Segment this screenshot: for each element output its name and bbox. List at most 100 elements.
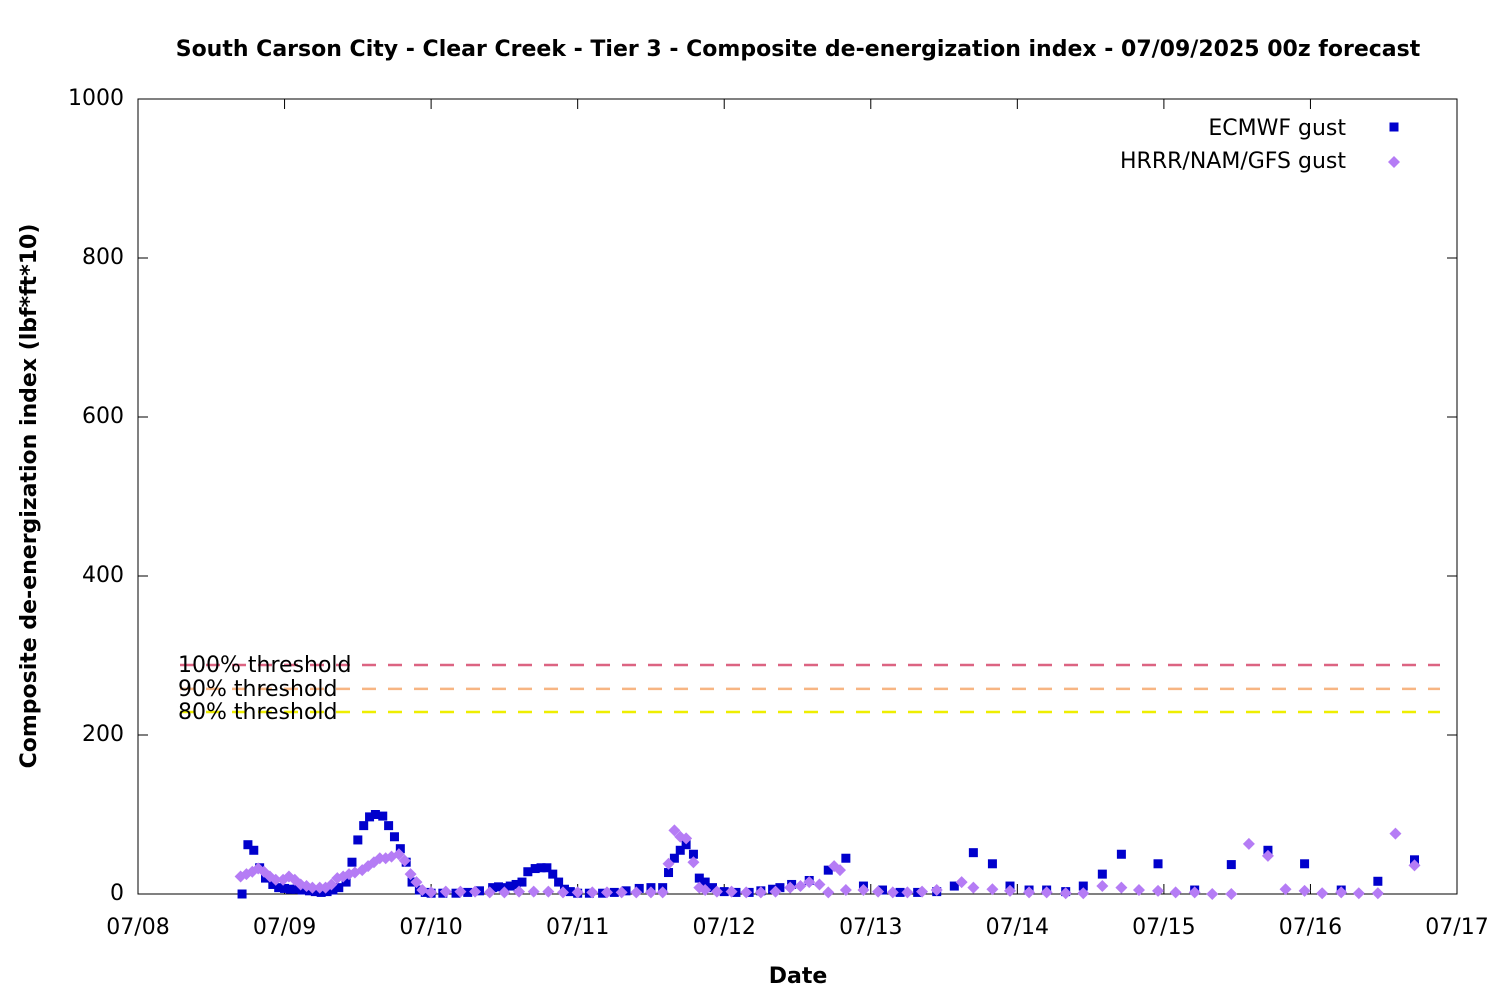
x-tick-label: 07/16 [1279, 915, 1342, 940]
data-point [586, 886, 599, 899]
data-point [297, 885, 307, 895]
y-tick-label: 200 [82, 722, 124, 747]
data-point [416, 884, 429, 897]
data-point [1242, 837, 1255, 850]
data-point [565, 887, 575, 897]
data-point [775, 883, 785, 893]
data-point [967, 881, 980, 894]
data-point [754, 886, 767, 899]
data-point [664, 868, 674, 878]
data-point [630, 886, 643, 899]
data-point [740, 886, 753, 899]
data-point [1023, 886, 1036, 899]
data-point [1300, 859, 1310, 869]
data-point [498, 886, 511, 899]
data-point [803, 876, 816, 889]
data-point [1298, 884, 1311, 897]
data-point [243, 840, 253, 850]
data-point [1097, 869, 1107, 879]
data-point [398, 854, 411, 867]
data-point [536, 863, 546, 873]
data-point [886, 886, 899, 899]
threshold-label: 80% threshold [178, 700, 338, 725]
data-point [370, 810, 380, 819]
data-point [571, 886, 584, 899]
data-point [268, 879, 278, 889]
data-point [710, 885, 723, 898]
data-point [1078, 881, 1088, 891]
data-point [662, 857, 675, 870]
data-point [548, 869, 558, 879]
data-point [1004, 884, 1017, 897]
data-point [378, 811, 388, 821]
data-point [784, 881, 797, 894]
y-tick-label: 0 [110, 881, 124, 906]
data-point [700, 877, 710, 887]
data-point [1077, 887, 1090, 900]
data-point [857, 884, 870, 897]
data-point [359, 821, 369, 831]
data-point [609, 887, 619, 897]
data-point [1152, 884, 1165, 897]
data-point [834, 864, 847, 877]
data-point [1335, 886, 1348, 899]
data-point [325, 878, 338, 891]
data-point [1096, 880, 1109, 893]
legend-marker [1388, 156, 1400, 168]
data-point [986, 883, 999, 896]
data-point [1132, 884, 1145, 897]
data-point [675, 845, 685, 855]
data-point [557, 886, 570, 899]
x-tick-label: 07/15 [1132, 915, 1195, 940]
data-point [1352, 887, 1365, 900]
data-point [365, 812, 375, 822]
data-point [680, 832, 693, 845]
data-point [530, 864, 540, 874]
data-point [1059, 887, 1072, 900]
x-tick-label: 07/10 [399, 915, 462, 940]
x-tick-label: 07/14 [986, 915, 1049, 940]
data-point [615, 886, 628, 899]
data-point [316, 887, 326, 897]
data-point [841, 853, 851, 863]
data-point [1116, 849, 1126, 859]
data-point [707, 883, 717, 893]
y-tick-label: 1000 [68, 86, 124, 111]
data-point [304, 886, 314, 896]
data-point [542, 863, 552, 873]
data-point [517, 877, 527, 887]
data-point [463, 887, 473, 897]
data-point [688, 849, 698, 859]
data-point [395, 844, 405, 854]
legend-label: HRRR/NAM/GFS gust [1120, 149, 1346, 174]
data-point [668, 824, 681, 837]
data-point [719, 887, 729, 897]
data-point [554, 877, 564, 887]
data-point [353, 835, 363, 845]
data-point [1408, 859, 1421, 872]
data-point [823, 865, 833, 875]
data-point [542, 885, 555, 898]
data-point [410, 876, 423, 889]
data-point [347, 857, 357, 867]
y-tick-label: 600 [82, 404, 124, 429]
x-tick-label: 07/11 [546, 915, 609, 940]
data-point [280, 883, 290, 893]
y-tick-label: 800 [82, 245, 124, 270]
data-point [469, 885, 482, 898]
data-point [513, 885, 526, 898]
data-point [1115, 881, 1128, 894]
data-point [1188, 886, 1201, 899]
data-point [1371, 887, 1384, 900]
data-point [341, 877, 351, 887]
data-point [404, 868, 417, 881]
legend-marker [1389, 122, 1399, 132]
data-point [725, 885, 738, 898]
data-point [1226, 860, 1236, 870]
data-point [1153, 859, 1163, 869]
data-point [454, 885, 467, 898]
data-point [1206, 888, 1219, 900]
plot-frame [137, 98, 1458, 895]
x-tick-label: 07/09 [253, 915, 316, 940]
